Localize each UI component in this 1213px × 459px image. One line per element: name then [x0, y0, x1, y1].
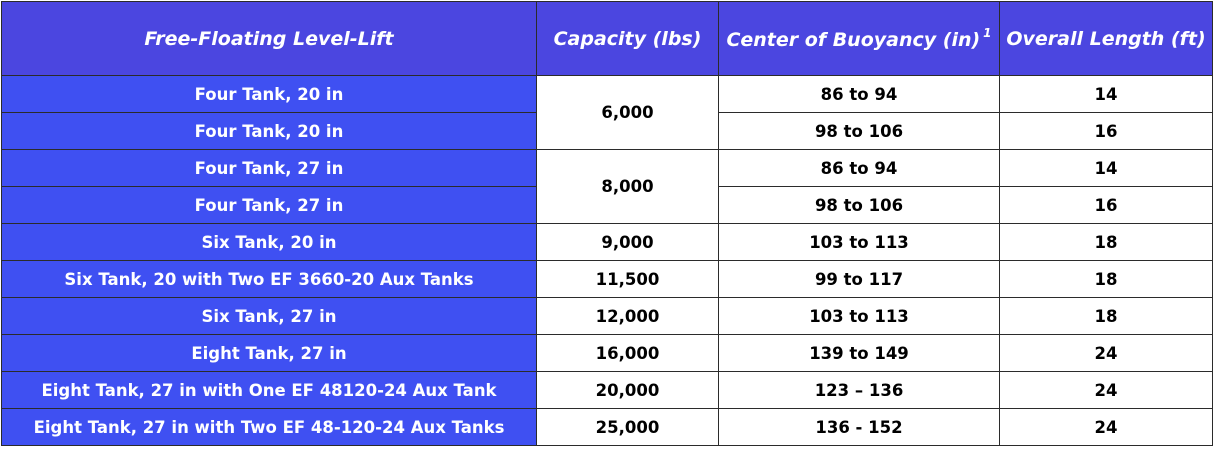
- table-row: Eight Tank, 27 in with One EF 48120-24 A…: [1, 371, 1213, 409]
- header-length: Overall Length (ft): [999, 1, 1213, 76]
- table-row: Six Tank, 27 in 12,000 103 to 113 18: [1, 297, 1213, 335]
- length-cell: 16: [999, 186, 1213, 224]
- table-row: Four Tank, 27 in 8,000 86 to 94 14: [1, 149, 1213, 224]
- model-cell: Six Tank, 20 in: [1, 223, 537, 261]
- length-cell: 24: [999, 334, 1213, 372]
- buoyancy-cell: 103 to 113: [718, 223, 1000, 261]
- buoyancy-cell: 86 to 94: [718, 75, 1000, 113]
- buoyancy-cell: 136 - 152: [718, 408, 1000, 446]
- capacity-cell: 25,000: [536, 408, 719, 446]
- capacity-cell: 20,000: [536, 371, 719, 409]
- model-cell: Eight Tank, 27 in with One EF 48120-24 A…: [1, 371, 537, 409]
- buoyancy-cell: 139 to 149: [718, 334, 1000, 372]
- buoyancy-cell: 98 to 106: [718, 186, 1000, 224]
- table-row: Four Tank, 20 in 6,000 86 to 94 14: [1, 75, 1213, 150]
- buoyancy-cell: 123 – 136: [718, 371, 1000, 409]
- capacity-cell: 8,000: [536, 149, 719, 224]
- model-cell: Four Tank, 20 in: [1, 112, 537, 150]
- length-cell: 16: [999, 112, 1213, 150]
- model-cell: Four Tank, 27 in: [1, 186, 537, 224]
- capacity-cell: 9,000: [536, 223, 719, 261]
- header-row: Free-Floating Level-Lift Capacity (lbs) …: [1, 1, 1213, 76]
- footnote-marker: 1: [983, 26, 992, 40]
- length-cell: 18: [999, 297, 1213, 335]
- table-row: Six Tank, 20 with Two EF 3660-20 Aux Tan…: [1, 260, 1213, 298]
- header-capacity: Capacity (lbs): [536, 1, 719, 76]
- model-cell: Eight Tank, 27 in: [1, 334, 537, 372]
- length-cell: 14: [999, 75, 1213, 113]
- header-model: Free-Floating Level-Lift: [1, 1, 537, 76]
- buoyancy-cell: 99 to 117: [718, 260, 1000, 298]
- header-buoyancy-label: Center of Buoyancy (in): [726, 29, 981, 51]
- table-row: Eight Tank, 27 in 16,000 139 to 149 24: [1, 334, 1213, 372]
- lift-spec-table: Free-Floating Level-Lift Capacity (lbs) …: [1, 1, 1213, 446]
- table-row: Six Tank, 20 in 9,000 103 to 113 18: [1, 223, 1213, 261]
- buoyancy-cell: 98 to 106: [718, 112, 1000, 150]
- length-cell: 18: [999, 223, 1213, 261]
- buoyancy-cell: 86 to 94: [718, 149, 1000, 187]
- header-buoyancy: Center of Buoyancy (in) 1: [718, 1, 1000, 76]
- length-cell: 24: [999, 408, 1213, 446]
- capacity-cell: 12,000: [536, 297, 719, 335]
- model-cell: Four Tank, 27 in: [1, 149, 537, 187]
- table-row: Four Tank, 20 in 98 to 106 16: [1, 112, 1213, 150]
- model-cell: Eight Tank, 27 in with Two EF 48-120-24 …: [1, 408, 537, 446]
- model-cell: Four Tank, 20 in: [1, 75, 537, 113]
- length-cell: 24: [999, 371, 1213, 409]
- length-cell: 14: [999, 149, 1213, 187]
- length-cell: 18: [999, 260, 1213, 298]
- capacity-cell: 11,500: [536, 260, 719, 298]
- capacity-cell: 16,000: [536, 334, 719, 372]
- table-row: Four Tank, 27 in 98 to 106 16: [1, 186, 1213, 224]
- model-cell: Six Tank, 20 with Two EF 3660-20 Aux Tan…: [1, 260, 537, 298]
- table-row: Eight Tank, 27 in with Two EF 48-120-24 …: [1, 408, 1213, 446]
- model-cell: Six Tank, 27 in: [1, 297, 537, 335]
- capacity-cell: 6,000: [536, 75, 719, 150]
- buoyancy-cell: 103 to 113: [718, 297, 1000, 335]
